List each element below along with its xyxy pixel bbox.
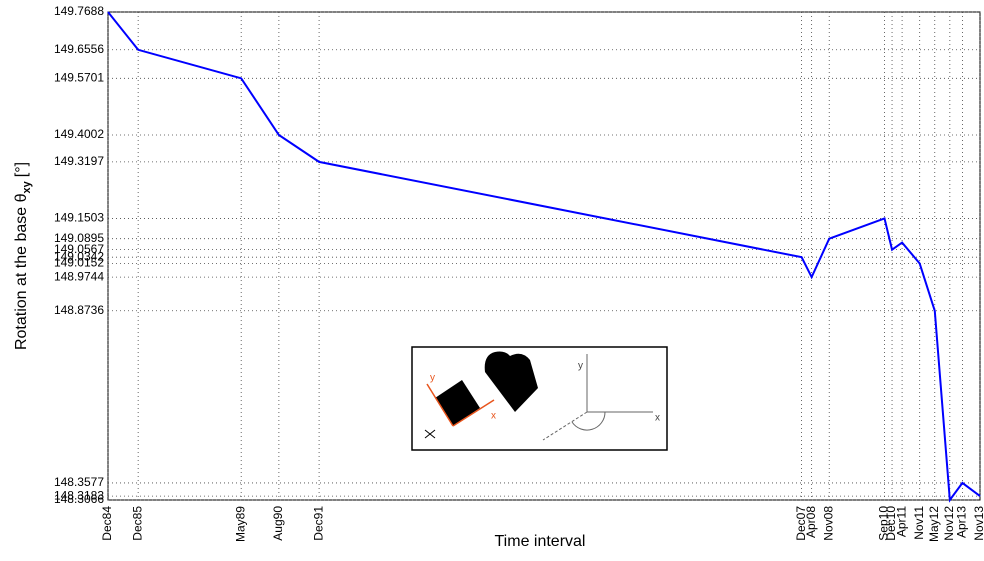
x-tick-label: Apr11 xyxy=(894,506,908,537)
inset-label: x xyxy=(491,411,496,422)
x-tick-label: Dec85 xyxy=(130,506,144,541)
y-label-main: Rotation at the base θ xyxy=(13,193,30,350)
x-tick-label: Apr08 xyxy=(804,506,818,538)
y-tick-label: 149.3197 xyxy=(54,154,104,168)
inset-axis xyxy=(542,411,588,441)
data-line xyxy=(107,11,981,503)
x-tick-label: Nov13 xyxy=(972,506,984,541)
y-tick-label: 149.0342 xyxy=(54,249,104,263)
y-tick-label: 149.0152 xyxy=(54,256,104,270)
y-tick-label: 149.5701 xyxy=(54,70,104,84)
y-tick-label: 149.7688 xyxy=(54,4,104,18)
x-tick-label: Sep10 xyxy=(877,506,891,541)
x-tick-label: May89 xyxy=(233,506,247,542)
y-tick-label: 149.4002 xyxy=(54,127,104,141)
y-tick-label: 148.9744 xyxy=(54,269,104,283)
x-tick-label: May12 xyxy=(927,506,941,542)
y-tick-label: 148.3066 xyxy=(54,492,104,506)
inset: y x y x xyxy=(411,346,668,451)
y-tick-label: 148.3577 xyxy=(54,475,104,489)
x-tick-label: Nov11 xyxy=(912,506,926,540)
x-axis-label: Time interval xyxy=(495,533,586,550)
x-tick-label: Nov08 xyxy=(821,506,835,541)
inset-label: x xyxy=(655,413,660,424)
x-tick-label: Nov12 xyxy=(942,506,956,541)
x-tick-label: Apr13 xyxy=(955,506,969,538)
inset-arrow xyxy=(452,399,495,427)
y-tick-label: 149.1503 xyxy=(54,211,104,225)
inset-shape xyxy=(484,351,538,412)
y-tick-label: 148.3183 xyxy=(54,488,104,502)
y-label-sub: xy xyxy=(21,180,33,193)
y-tick-label: 149.0567 xyxy=(54,242,104,256)
inset-label: y xyxy=(430,373,435,384)
x-tick-label: Aug90 xyxy=(271,506,285,541)
x-tick-label: Dec84 xyxy=(100,506,114,541)
y-label-unit: [°] xyxy=(13,162,30,177)
y-tick-label: 149.6556 xyxy=(54,42,104,56)
y-tick-label: 148.8736 xyxy=(54,303,104,317)
y-axis-label: Rotation at the base θxy [°] xyxy=(13,162,33,350)
inset-arc xyxy=(571,411,606,431)
inset-arrow xyxy=(426,383,454,427)
y-tick-label: 149.0895 xyxy=(54,231,104,245)
inset-label: y xyxy=(578,361,583,372)
x-tick-label: Dec91 xyxy=(311,506,325,541)
x-tick-label: Dec10 xyxy=(884,506,898,541)
inset-cross xyxy=(424,429,436,439)
x-tick-label: Dec07 xyxy=(794,506,808,541)
